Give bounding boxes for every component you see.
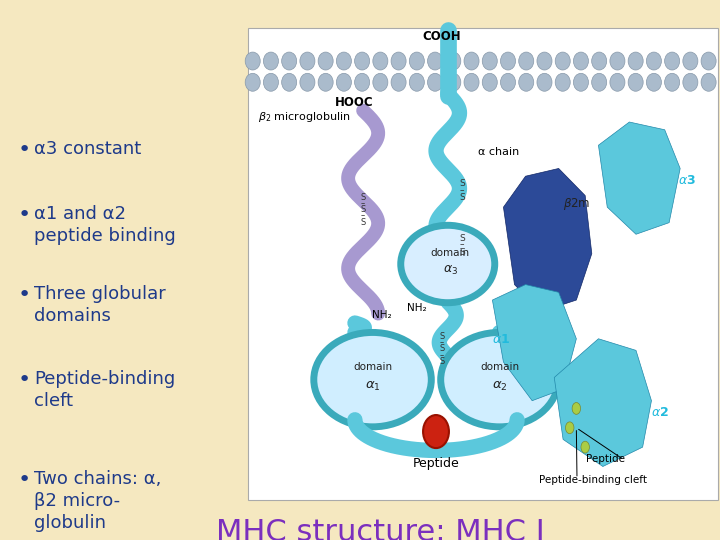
Ellipse shape <box>500 73 516 91</box>
Text: HOOC: HOOC <box>334 96 373 109</box>
Ellipse shape <box>610 52 625 70</box>
Text: NH₂: NH₂ <box>372 310 392 320</box>
Ellipse shape <box>354 52 369 70</box>
Text: S
–
S: S – S <box>459 234 464 256</box>
Ellipse shape <box>314 333 431 427</box>
Bar <box>248 28 718 500</box>
Ellipse shape <box>391 73 406 91</box>
Ellipse shape <box>500 52 516 70</box>
Text: $\alpha$2: $\alpha$2 <box>652 406 670 419</box>
Ellipse shape <box>647 52 662 70</box>
Ellipse shape <box>391 52 406 70</box>
Ellipse shape <box>300 52 315 70</box>
Text: •: • <box>18 370 31 390</box>
Ellipse shape <box>610 73 625 91</box>
Text: $\beta_2$ microglobulin: $\beta_2$ microglobulin <box>258 110 351 124</box>
Text: Peptide-binding
cleft: Peptide-binding cleft <box>34 370 175 410</box>
Ellipse shape <box>446 52 461 70</box>
Ellipse shape <box>336 52 351 70</box>
Ellipse shape <box>482 52 498 70</box>
Ellipse shape <box>423 415 449 448</box>
Polygon shape <box>598 122 680 234</box>
Text: Peptide: Peptide <box>586 454 626 464</box>
Text: $\alpha_1$: $\alpha_1$ <box>365 380 380 393</box>
Ellipse shape <box>409 73 424 91</box>
Text: α3 constant: α3 constant <box>34 140 141 158</box>
Text: S
–
S: S – S <box>459 179 464 202</box>
Ellipse shape <box>373 73 388 91</box>
Text: α chain: α chain <box>478 147 520 158</box>
Ellipse shape <box>246 52 260 70</box>
Ellipse shape <box>628 52 643 70</box>
Ellipse shape <box>428 52 443 70</box>
Ellipse shape <box>647 73 662 91</box>
Text: •: • <box>18 205 31 225</box>
Text: •: • <box>18 470 31 490</box>
Ellipse shape <box>318 52 333 70</box>
Ellipse shape <box>409 52 424 70</box>
Ellipse shape <box>573 52 588 70</box>
Ellipse shape <box>665 73 680 91</box>
Text: MHC structure: MHC I: MHC structure: MHC I <box>215 518 544 540</box>
Ellipse shape <box>318 73 333 91</box>
Ellipse shape <box>441 333 558 427</box>
Ellipse shape <box>683 52 698 70</box>
Ellipse shape <box>428 73 443 91</box>
Ellipse shape <box>573 73 588 91</box>
Ellipse shape <box>581 441 590 453</box>
Ellipse shape <box>592 73 607 91</box>
Ellipse shape <box>282 73 297 91</box>
Ellipse shape <box>665 52 680 70</box>
Text: Three globular
domains: Three globular domains <box>34 285 166 325</box>
Ellipse shape <box>572 402 580 414</box>
Ellipse shape <box>401 225 495 303</box>
Ellipse shape <box>565 422 574 434</box>
Ellipse shape <box>246 73 260 91</box>
Polygon shape <box>554 339 652 467</box>
Text: Peptide: Peptide <box>413 457 459 470</box>
Ellipse shape <box>701 73 716 91</box>
Text: S
–
S
–
S: S – S – S <box>439 332 444 366</box>
Text: α1 and α2
peptide binding: α1 and α2 peptide binding <box>34 205 176 245</box>
Text: Two chains: α,
β2 micro-
globulin: Two chains: α, β2 micro- globulin <box>34 470 161 532</box>
Ellipse shape <box>683 73 698 91</box>
Text: domain: domain <box>353 362 392 372</box>
Ellipse shape <box>518 73 534 91</box>
Ellipse shape <box>464 73 479 91</box>
Text: COOH: COOH <box>423 30 461 43</box>
Ellipse shape <box>264 73 279 91</box>
Text: $\alpha_3$: $\alpha_3$ <box>443 264 458 276</box>
Text: S
–
S
–
S: S – S – S <box>361 193 366 227</box>
Ellipse shape <box>282 52 297 70</box>
Ellipse shape <box>482 73 498 91</box>
Ellipse shape <box>446 73 461 91</box>
Ellipse shape <box>537 52 552 70</box>
Ellipse shape <box>537 73 552 91</box>
Text: $\alpha$1: $\alpha$1 <box>492 333 510 346</box>
Ellipse shape <box>555 52 570 70</box>
Text: NH₂: NH₂ <box>408 303 427 313</box>
Text: domain: domain <box>431 247 469 258</box>
Ellipse shape <box>592 52 607 70</box>
Text: $\alpha_2$: $\alpha_2$ <box>492 380 508 393</box>
Ellipse shape <box>264 52 279 70</box>
Text: •: • <box>18 140 31 160</box>
Polygon shape <box>503 168 592 312</box>
Text: $\beta$2m: $\beta$2m <box>563 196 590 212</box>
Text: •: • <box>18 285 31 305</box>
Polygon shape <box>492 285 576 401</box>
Ellipse shape <box>464 52 479 70</box>
Ellipse shape <box>555 73 570 91</box>
Ellipse shape <box>300 73 315 91</box>
Text: $\alpha$3: $\alpha$3 <box>678 174 696 187</box>
Ellipse shape <box>628 73 643 91</box>
Ellipse shape <box>336 73 351 91</box>
Ellipse shape <box>354 73 369 91</box>
Ellipse shape <box>518 52 534 70</box>
Ellipse shape <box>701 52 716 70</box>
Ellipse shape <box>373 52 388 70</box>
Text: Peptide-binding cleft: Peptide-binding cleft <box>539 476 647 485</box>
Text: domain: domain <box>480 362 519 372</box>
